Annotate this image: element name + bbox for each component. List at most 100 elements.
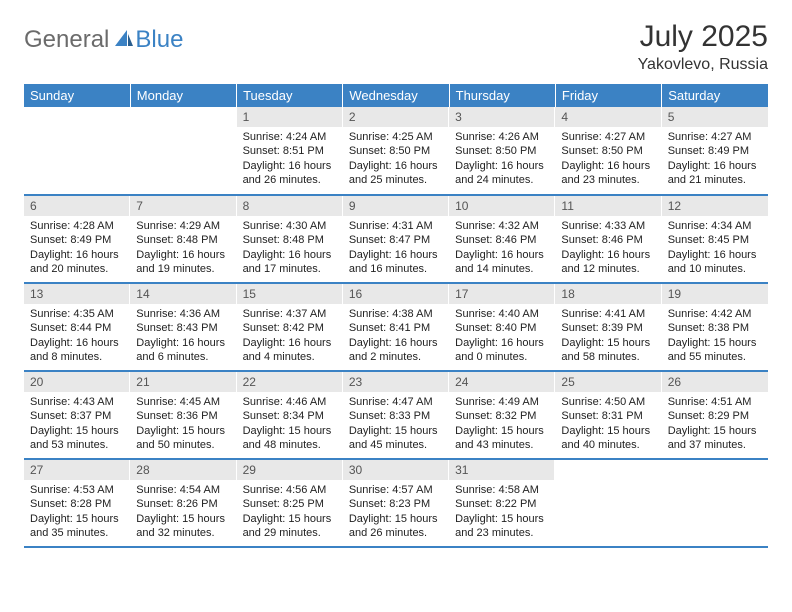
calendar-day-cell: 20Sunrise: 4:43 AMSunset: 8:37 PMDayligh… bbox=[24, 371, 130, 459]
sunset-text: Sunset: 8:42 PM bbox=[243, 321, 337, 335]
sunset-text: Sunset: 8:49 PM bbox=[668, 144, 762, 158]
day-number: 22 bbox=[237, 372, 343, 392]
day-number: 11 bbox=[555, 196, 661, 216]
calendar-day-cell: 27Sunrise: 4:53 AMSunset: 8:28 PMDayligh… bbox=[24, 459, 130, 547]
day-header: Wednesday bbox=[343, 84, 449, 107]
calendar-header: General Blue July 2025 Yakovlevo, Russia bbox=[24, 20, 768, 74]
calendar-day-cell: 16Sunrise: 4:38 AMSunset: 8:41 PMDayligh… bbox=[343, 283, 449, 371]
sunset-text: Sunset: 8:43 PM bbox=[136, 321, 230, 335]
calendar-day-cell: 23Sunrise: 4:47 AMSunset: 8:33 PMDayligh… bbox=[343, 371, 449, 459]
sunrise-text: Sunrise: 4:45 AM bbox=[136, 395, 230, 409]
sunset-text: Sunset: 8:50 PM bbox=[561, 144, 655, 158]
day-number: 16 bbox=[343, 284, 449, 304]
calendar-body: 1Sunrise: 4:24 AMSunset: 8:51 PMDaylight… bbox=[24, 107, 768, 547]
day-header: Saturday bbox=[662, 84, 768, 107]
day-header: Sunday bbox=[24, 84, 130, 107]
daylight-text: Daylight: 16 hours and 20 minutes. bbox=[30, 248, 124, 277]
calendar-day-cell: 13Sunrise: 4:35 AMSunset: 8:44 PMDayligh… bbox=[24, 283, 130, 371]
daylight-text: Daylight: 16 hours and 25 minutes. bbox=[349, 159, 443, 188]
calendar-empty-cell bbox=[662, 459, 768, 547]
sunrise-text: Sunrise: 4:35 AM bbox=[30, 307, 124, 321]
day-content: Sunrise: 4:42 AMSunset: 8:38 PMDaylight:… bbox=[662, 304, 768, 368]
calendar-day-cell: 6Sunrise: 4:28 AMSunset: 8:49 PMDaylight… bbox=[24, 195, 130, 283]
day-content: Sunrise: 4:53 AMSunset: 8:28 PMDaylight:… bbox=[24, 480, 130, 544]
day-number: 17 bbox=[449, 284, 555, 304]
sunset-text: Sunset: 8:41 PM bbox=[349, 321, 443, 335]
sunrise-text: Sunrise: 4:37 AM bbox=[243, 307, 337, 321]
day-number: 13 bbox=[24, 284, 130, 304]
day-header: Tuesday bbox=[237, 84, 343, 107]
calendar-day-cell: 30Sunrise: 4:57 AMSunset: 8:23 PMDayligh… bbox=[343, 459, 449, 547]
sunrise-text: Sunrise: 4:57 AM bbox=[349, 483, 443, 497]
calendar-day-cell: 4Sunrise: 4:27 AMSunset: 8:50 PMDaylight… bbox=[555, 107, 661, 195]
sunset-text: Sunset: 8:25 PM bbox=[243, 497, 337, 511]
day-content: Sunrise: 4:47 AMSunset: 8:33 PMDaylight:… bbox=[343, 392, 449, 456]
calendar-empty-cell bbox=[24, 107, 130, 195]
calendar-day-cell: 18Sunrise: 4:41 AMSunset: 8:39 PMDayligh… bbox=[555, 283, 661, 371]
day-content: Sunrise: 4:57 AMSunset: 8:23 PMDaylight:… bbox=[343, 480, 449, 544]
calendar-day-cell: 21Sunrise: 4:45 AMSunset: 8:36 PMDayligh… bbox=[130, 371, 236, 459]
day-content: Sunrise: 4:41 AMSunset: 8:39 PMDaylight:… bbox=[555, 304, 661, 368]
daylight-text: Daylight: 16 hours and 0 minutes. bbox=[455, 336, 549, 365]
sunrise-text: Sunrise: 4:34 AM bbox=[668, 219, 762, 233]
calendar-day-cell: 10Sunrise: 4:32 AMSunset: 8:46 PMDayligh… bbox=[449, 195, 555, 283]
day-content: Sunrise: 4:36 AMSunset: 8:43 PMDaylight:… bbox=[130, 304, 236, 368]
sunset-text: Sunset: 8:47 PM bbox=[349, 233, 443, 247]
day-number: 7 bbox=[130, 196, 236, 216]
day-number: 31 bbox=[449, 460, 555, 480]
daylight-text: Daylight: 16 hours and 19 minutes. bbox=[136, 248, 230, 277]
calendar-day-cell: 19Sunrise: 4:42 AMSunset: 8:38 PMDayligh… bbox=[662, 283, 768, 371]
day-number: 2 bbox=[343, 107, 449, 127]
daylight-text: Daylight: 15 hours and 40 minutes. bbox=[561, 424, 655, 453]
sunrise-text: Sunrise: 4:36 AM bbox=[136, 307, 230, 321]
day-number: 3 bbox=[449, 107, 555, 127]
day-content: Sunrise: 4:28 AMSunset: 8:49 PMDaylight:… bbox=[24, 216, 130, 280]
daylight-text: Daylight: 15 hours and 48 minutes. bbox=[243, 424, 337, 453]
daylight-text: Daylight: 15 hours and 53 minutes. bbox=[30, 424, 124, 453]
day-number: 27 bbox=[24, 460, 130, 480]
day-number: 20 bbox=[24, 372, 130, 392]
daylight-text: Daylight: 15 hours and 55 minutes. bbox=[668, 336, 762, 365]
logo-text-general: General bbox=[24, 26, 109, 54]
calendar-day-cell: 15Sunrise: 4:37 AMSunset: 8:42 PMDayligh… bbox=[237, 283, 343, 371]
sunrise-text: Sunrise: 4:53 AM bbox=[30, 483, 124, 497]
calendar-week-row: 27Sunrise: 4:53 AMSunset: 8:28 PMDayligh… bbox=[24, 459, 768, 547]
daylight-text: Daylight: 15 hours and 58 minutes. bbox=[561, 336, 655, 365]
sunrise-text: Sunrise: 4:28 AM bbox=[30, 219, 124, 233]
sunset-text: Sunset: 8:34 PM bbox=[243, 409, 337, 423]
sunset-text: Sunset: 8:29 PM bbox=[668, 409, 762, 423]
calendar-day-cell: 1Sunrise: 4:24 AMSunset: 8:51 PMDaylight… bbox=[237, 107, 343, 195]
calendar-day-cell: 28Sunrise: 4:54 AMSunset: 8:26 PMDayligh… bbox=[130, 459, 236, 547]
sunrise-text: Sunrise: 4:58 AM bbox=[455, 483, 549, 497]
sunset-text: Sunset: 8:50 PM bbox=[349, 144, 443, 158]
day-number: 10 bbox=[449, 196, 555, 216]
day-number: 24 bbox=[449, 372, 555, 392]
sunset-text: Sunset: 8:38 PM bbox=[668, 321, 762, 335]
day-content: Sunrise: 4:25 AMSunset: 8:50 PMDaylight:… bbox=[343, 127, 449, 191]
calendar-day-cell: 11Sunrise: 4:33 AMSunset: 8:46 PMDayligh… bbox=[555, 195, 661, 283]
calendar-day-cell: 22Sunrise: 4:46 AMSunset: 8:34 PMDayligh… bbox=[237, 371, 343, 459]
sunrise-text: Sunrise: 4:47 AM bbox=[349, 395, 443, 409]
sunset-text: Sunset: 8:32 PM bbox=[455, 409, 549, 423]
day-content: Sunrise: 4:29 AMSunset: 8:48 PMDaylight:… bbox=[130, 216, 236, 280]
sunset-text: Sunset: 8:31 PM bbox=[561, 409, 655, 423]
day-number: 15 bbox=[237, 284, 343, 304]
day-number: 1 bbox=[237, 107, 343, 127]
sunset-text: Sunset: 8:40 PM bbox=[455, 321, 549, 335]
calendar-head: SundayMondayTuesdayWednesdayThursdayFrid… bbox=[24, 84, 768, 107]
logo-text-blue: Blue bbox=[135, 26, 183, 54]
daylight-text: Daylight: 15 hours and 50 minutes. bbox=[136, 424, 230, 453]
daylight-text: Daylight: 16 hours and 26 minutes. bbox=[243, 159, 337, 188]
sunset-text: Sunset: 8:45 PM bbox=[668, 233, 762, 247]
sunrise-text: Sunrise: 4:40 AM bbox=[455, 307, 549, 321]
day-number: 8 bbox=[237, 196, 343, 216]
daylight-text: Daylight: 16 hours and 12 minutes. bbox=[561, 248, 655, 277]
calendar-day-cell: 29Sunrise: 4:56 AMSunset: 8:25 PMDayligh… bbox=[237, 459, 343, 547]
sunrise-text: Sunrise: 4:41 AM bbox=[561, 307, 655, 321]
day-content: Sunrise: 4:45 AMSunset: 8:36 PMDaylight:… bbox=[130, 392, 236, 456]
daylight-text: Daylight: 16 hours and 14 minutes. bbox=[455, 248, 549, 277]
calendar-day-cell: 26Sunrise: 4:51 AMSunset: 8:29 PMDayligh… bbox=[662, 371, 768, 459]
sunset-text: Sunset: 8:37 PM bbox=[30, 409, 124, 423]
day-content: Sunrise: 4:50 AMSunset: 8:31 PMDaylight:… bbox=[555, 392, 661, 456]
day-content: Sunrise: 4:38 AMSunset: 8:41 PMDaylight:… bbox=[343, 304, 449, 368]
